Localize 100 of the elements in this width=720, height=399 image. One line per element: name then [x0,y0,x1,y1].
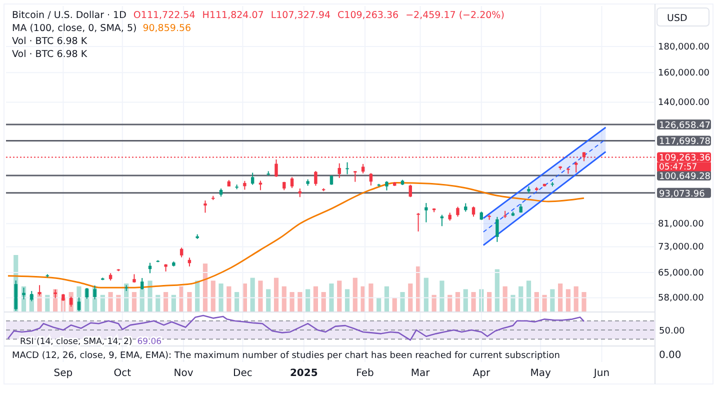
bar [471,292,476,312]
bar [487,292,492,312]
text: RSI (14, close, SMA, 14, 2) [20,337,132,347]
candlestick [369,172,373,186]
bar [494,269,500,312]
candlestick [180,247,184,258]
bar [384,286,390,312]
bar [290,292,294,312]
x-tick-label: Apr [472,368,491,379]
annotation: O111,722.54 [133,10,196,21]
candlestick [274,158,278,178]
annotation: L107,327.94 [270,10,331,21]
annotation: Vol · BTC 6.98 K [12,49,88,60]
bar [440,280,444,312]
bar [455,292,460,312]
bar [408,284,413,312]
bar [368,284,374,312]
candlestick [290,176,294,189]
text: 05:47:57 [659,162,698,173]
candlestick [258,180,262,191]
annotation: 69.06 [137,337,162,347]
bar [502,286,508,312]
bar [534,292,539,312]
x-tick-label: Feb [356,368,374,379]
bar [258,280,263,312]
y-tick-label: 140,000.00 [658,98,710,108]
annotation: −2,459.17 (−2.20%) [406,10,504,21]
candlestick [416,212,420,232]
candlestick [408,184,412,198]
x-tick-label: Jun [592,368,610,379]
bar [526,280,532,312]
y-tick-label: 81,000.00 [658,220,704,230]
bar [313,286,318,312]
candlestick [330,174,334,186]
candlestick [346,162,349,175]
candlestick [250,172,254,186]
bar [266,289,271,312]
text: Bitcoin / U.S. Dollar · 1D [12,10,126,21]
bar [298,292,302,312]
annotation: H111,824.07 [202,10,264,21]
bar [542,294,547,312]
y-tick-label: 180,000.00 [658,42,710,52]
bar [574,286,578,312]
x-tick-label: Mar [410,368,431,379]
candlestick [338,162,341,179]
bar [226,286,232,312]
bar [108,292,113,312]
bar [306,289,310,312]
annotation: MA (100, close, 0, SMA, 5) [12,23,137,34]
ref-line-label: 126,658.47 [659,120,711,131]
bar [132,292,137,312]
text: MACD (12, 26, close, 9, EMA, EMA): The maximum number of studies per chart has been reached for current subscription [12,351,560,361]
bar [282,286,286,312]
y-tick-label: 160,000.00 [658,68,710,78]
bar [400,292,405,312]
candlestick [496,216,499,242]
bar [210,280,216,312]
bar [234,292,240,312]
bar [510,294,516,312]
y-tick-label: 58,000.00 [658,294,704,304]
text: USD [667,13,688,24]
line-series [7,182,585,288]
bar [163,292,168,312]
ref-line-label: 100,649.28 [659,172,711,182]
x-tick-label: May [530,368,551,379]
x-tick-label: Dec [233,368,252,379]
bar [187,292,192,312]
bar [329,284,334,312]
bar [337,280,342,312]
y-tick-label: 73,000.00 [658,242,704,253]
ref-line-label: 117,699.78 [659,137,711,148]
ref-line-label: 109,263.36 [659,154,711,164]
bar [344,289,350,312]
candlestick [424,202,428,223]
bar [566,289,571,312]
bar [321,292,326,312]
candlestick [574,161,578,174]
ref-line-label: 93,073.96 [659,189,706,200]
candlestick [204,200,207,214]
y-tick-label: 65,000.00 [658,268,704,278]
annotation: Vol · BTC 6.98 K [12,36,88,47]
bar [558,284,563,312]
bar [218,284,224,312]
x-tick-label: Oct [114,368,132,379]
candlestick [472,206,476,218]
x-tick-label: 2025 [290,368,318,379]
text: 0.00 [659,350,682,361]
candlestick [456,206,460,218]
candlestick [361,163,365,174]
candlestick [385,180,388,191]
bar [274,278,279,312]
bar [202,264,208,312]
bar [148,280,152,312]
annotation: 90,859.56 [142,23,192,34]
bar [550,289,555,312]
bar [424,278,428,312]
bar [582,292,586,312]
x-tick-label: Sep [54,368,73,379]
x-tick-label: Nov [174,368,194,379]
annotation: C109,263.36 [338,10,399,21]
